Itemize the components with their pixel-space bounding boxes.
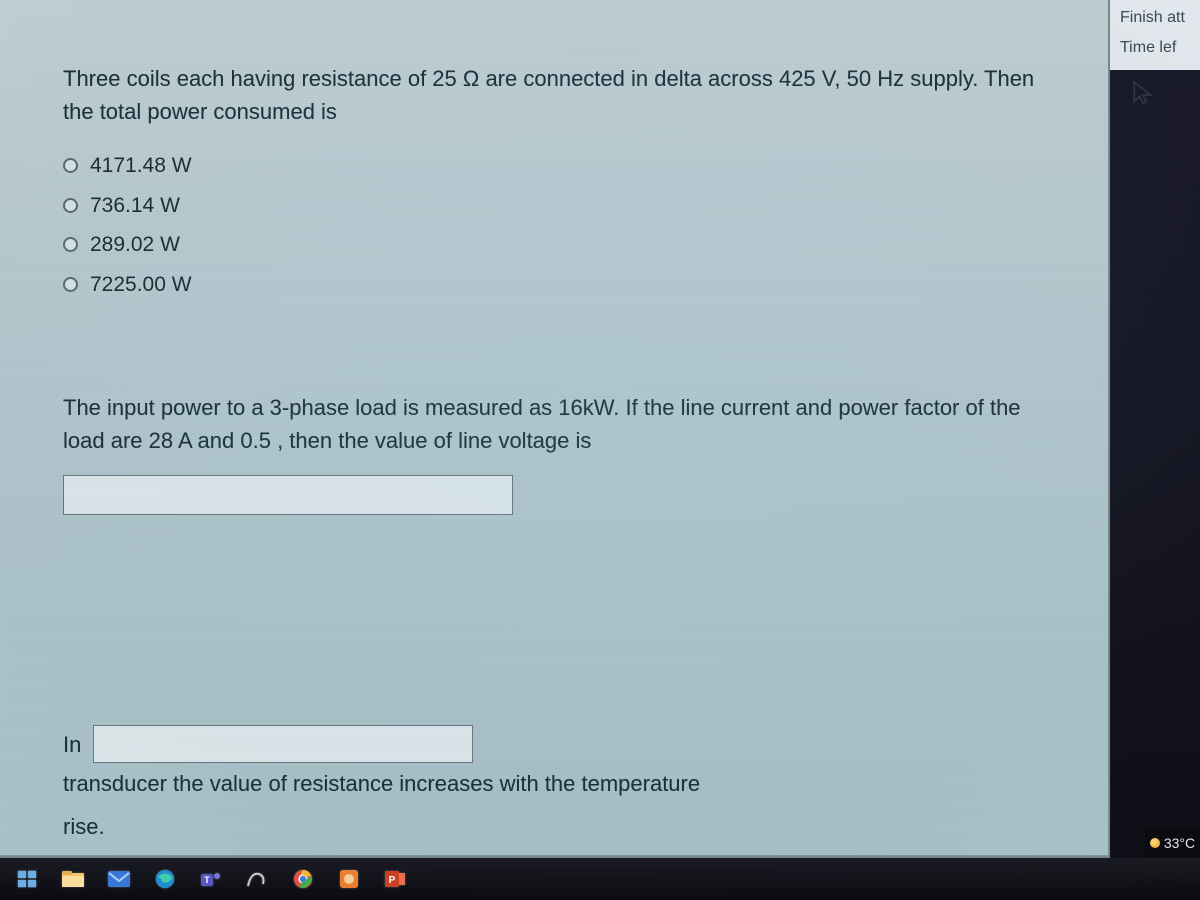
quiz-content-area: Three coils each having resistance of 25… [0,0,1110,860]
svg-text:T: T [204,875,210,885]
finish-attempt-link[interactable]: Finish att [1120,6,1190,30]
question-3-card: In transducer the value of resistance in… [35,715,1068,860]
chrome-icon[interactable] [282,861,324,897]
q3-prefix: In [63,728,81,761]
radio-button[interactable] [63,237,78,252]
sun-icon [1150,838,1160,848]
answer-input[interactable] [63,475,513,515]
sketch-icon[interactable] [236,861,278,897]
question-1-options: 4171.48 W 736.14 W 289.02 W 7225.00 W [63,146,1040,304]
app-icon-orange[interactable] [328,861,370,897]
option-row[interactable]: 7225.00 W [63,265,1040,305]
option-label: 289.02 W [90,229,180,261]
powerpoint-icon[interactable]: P [374,861,416,897]
teams-icon[interactable]: T [190,861,232,897]
weather-widget[interactable]: 33°C [1145,828,1200,858]
option-row[interactable]: 289.02 W [63,225,1040,265]
radio-button[interactable] [63,198,78,213]
radio-button[interactable] [63,277,78,292]
question-2-card: The input power to a 3-phase load is mea… [35,369,1068,695]
question-1-text: Three coils each having resistance of 25… [63,62,1040,128]
blank-input[interactable] [93,725,473,763]
option-row[interactable]: 4171.48 W [63,146,1040,186]
windows-taskbar: T P [0,858,1200,900]
option-label: 736.14 W [90,190,180,222]
svg-text:P: P [389,875,396,886]
temperature-value: 33°C [1164,835,1195,851]
option-label: 7225.00 W [90,269,192,301]
time-left-label: Time lef [1120,36,1190,60]
cursor-icon [1130,80,1160,110]
q3-suffix: transducer the value of resistance incre… [63,767,700,800]
quiz-nav-panel: Finish att Time lef [1110,0,1200,70]
q3-line2: rise. [63,810,1040,843]
file-explorer-icon[interactable] [52,861,94,897]
option-row[interactable]: 736.14 W [63,186,1040,226]
radio-button[interactable] [63,158,78,173]
start-button[interactable] [6,861,48,897]
mail-icon[interactable] [98,861,140,897]
question-2-text: The input power to a 3-phase load is mea… [63,391,1040,457]
edge-icon[interactable] [144,861,186,897]
option-label: 4171.48 W [90,150,192,182]
question-1-card: Three coils each having resistance of 25… [35,40,1068,334]
